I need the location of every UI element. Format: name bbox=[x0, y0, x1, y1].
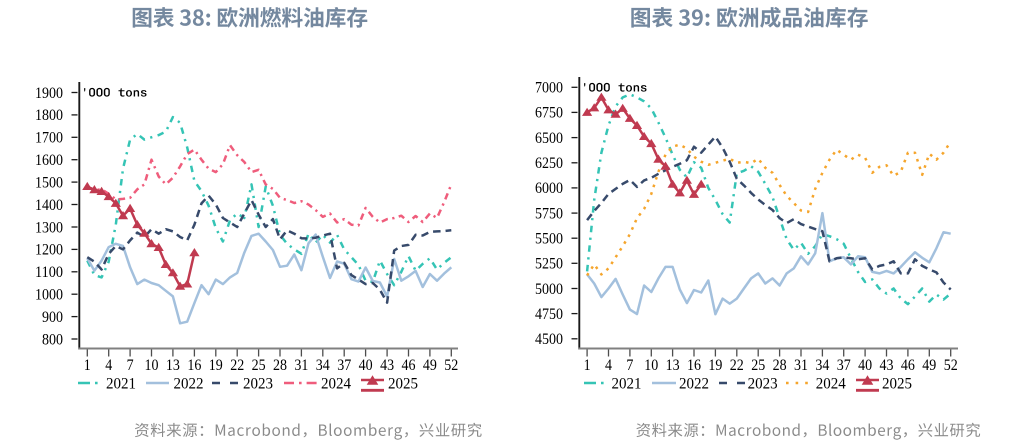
svg-text:800: 800 bbox=[42, 331, 63, 348]
svg-text:2024: 2024 bbox=[816, 373, 846, 392]
svg-text:4750: 4750 bbox=[535, 306, 563, 323]
svg-text:7000: 7000 bbox=[535, 80, 563, 97]
svg-text:2024: 2024 bbox=[321, 373, 351, 392]
svg-text:4: 4 bbox=[105, 357, 112, 374]
svg-text:52: 52 bbox=[444, 357, 458, 374]
svg-text:1300: 1300 bbox=[35, 219, 63, 236]
svg-text:25: 25 bbox=[751, 357, 765, 374]
svg-text:900: 900 bbox=[42, 309, 63, 326]
svg-text:25: 25 bbox=[252, 357, 266, 374]
svg-text:10: 10 bbox=[644, 357, 658, 374]
svg-text:2021: 2021 bbox=[106, 373, 136, 392]
svg-text:2022: 2022 bbox=[174, 373, 204, 392]
svg-text:1: 1 bbox=[84, 357, 91, 374]
svg-text:19: 19 bbox=[209, 357, 223, 374]
svg-text:1600: 1600 bbox=[35, 152, 63, 169]
svg-text:5250: 5250 bbox=[535, 256, 563, 273]
svg-text:4500: 4500 bbox=[535, 331, 563, 348]
svg-text:1700: 1700 bbox=[35, 130, 63, 147]
svg-text:1: 1 bbox=[584, 357, 591, 374]
svg-text:37: 37 bbox=[337, 357, 351, 374]
svg-text:5500: 5500 bbox=[535, 231, 563, 248]
svg-text:28: 28 bbox=[773, 357, 787, 374]
svg-text:1400: 1400 bbox=[35, 197, 63, 214]
svg-text:5000: 5000 bbox=[535, 281, 563, 298]
svg-text:1800: 1800 bbox=[35, 107, 63, 124]
svg-text:4: 4 bbox=[605, 357, 612, 374]
svg-text:37: 37 bbox=[837, 357, 851, 374]
svg-text:7: 7 bbox=[127, 357, 134, 374]
svg-text:5750: 5750 bbox=[535, 205, 563, 222]
svg-text:34: 34 bbox=[815, 357, 829, 374]
svg-text:10: 10 bbox=[145, 357, 159, 374]
svg-text:31: 31 bbox=[794, 357, 808, 374]
svg-text:31: 31 bbox=[294, 357, 308, 374]
svg-text:1500: 1500 bbox=[35, 174, 63, 191]
svg-text:34: 34 bbox=[316, 357, 330, 374]
svg-text:6250: 6250 bbox=[535, 155, 563, 172]
svg-text:7: 7 bbox=[626, 357, 633, 374]
svg-text:22: 22 bbox=[730, 357, 744, 374]
svg-text:40: 40 bbox=[359, 357, 373, 374]
svg-text:1200: 1200 bbox=[35, 242, 63, 259]
svg-text:2023: 2023 bbox=[243, 373, 273, 392]
svg-text:46: 46 bbox=[402, 357, 416, 374]
svg-text:13: 13 bbox=[666, 357, 680, 374]
svg-text:1900: 1900 bbox=[35, 85, 63, 102]
svg-text:43: 43 bbox=[880, 357, 894, 374]
svg-text:2023: 2023 bbox=[748, 373, 778, 392]
svg-text:28: 28 bbox=[273, 357, 287, 374]
svg-text:1000: 1000 bbox=[35, 287, 63, 304]
svg-text:13: 13 bbox=[166, 357, 180, 374]
svg-text:40: 40 bbox=[858, 357, 872, 374]
svg-text:43: 43 bbox=[380, 357, 394, 374]
svg-text:16: 16 bbox=[687, 357, 701, 374]
svg-text:49: 49 bbox=[922, 357, 936, 374]
svg-text:16: 16 bbox=[187, 357, 201, 374]
svg-text:22: 22 bbox=[230, 357, 244, 374]
svg-text:2021: 2021 bbox=[612, 373, 642, 392]
svg-text:1100: 1100 bbox=[35, 264, 63, 281]
svg-text:6750: 6750 bbox=[535, 105, 563, 122]
svg-text:49: 49 bbox=[423, 357, 437, 374]
svg-text:6500: 6500 bbox=[535, 130, 563, 147]
svg-text:2025: 2025 bbox=[388, 373, 418, 392]
svg-text:6000: 6000 bbox=[535, 180, 563, 197]
svg-text:2022: 2022 bbox=[679, 373, 709, 392]
svg-text:52: 52 bbox=[944, 357, 958, 374]
svg-text:2025: 2025 bbox=[882, 373, 912, 392]
svg-text:19: 19 bbox=[708, 357, 722, 374]
svg-text:46: 46 bbox=[901, 357, 915, 374]
